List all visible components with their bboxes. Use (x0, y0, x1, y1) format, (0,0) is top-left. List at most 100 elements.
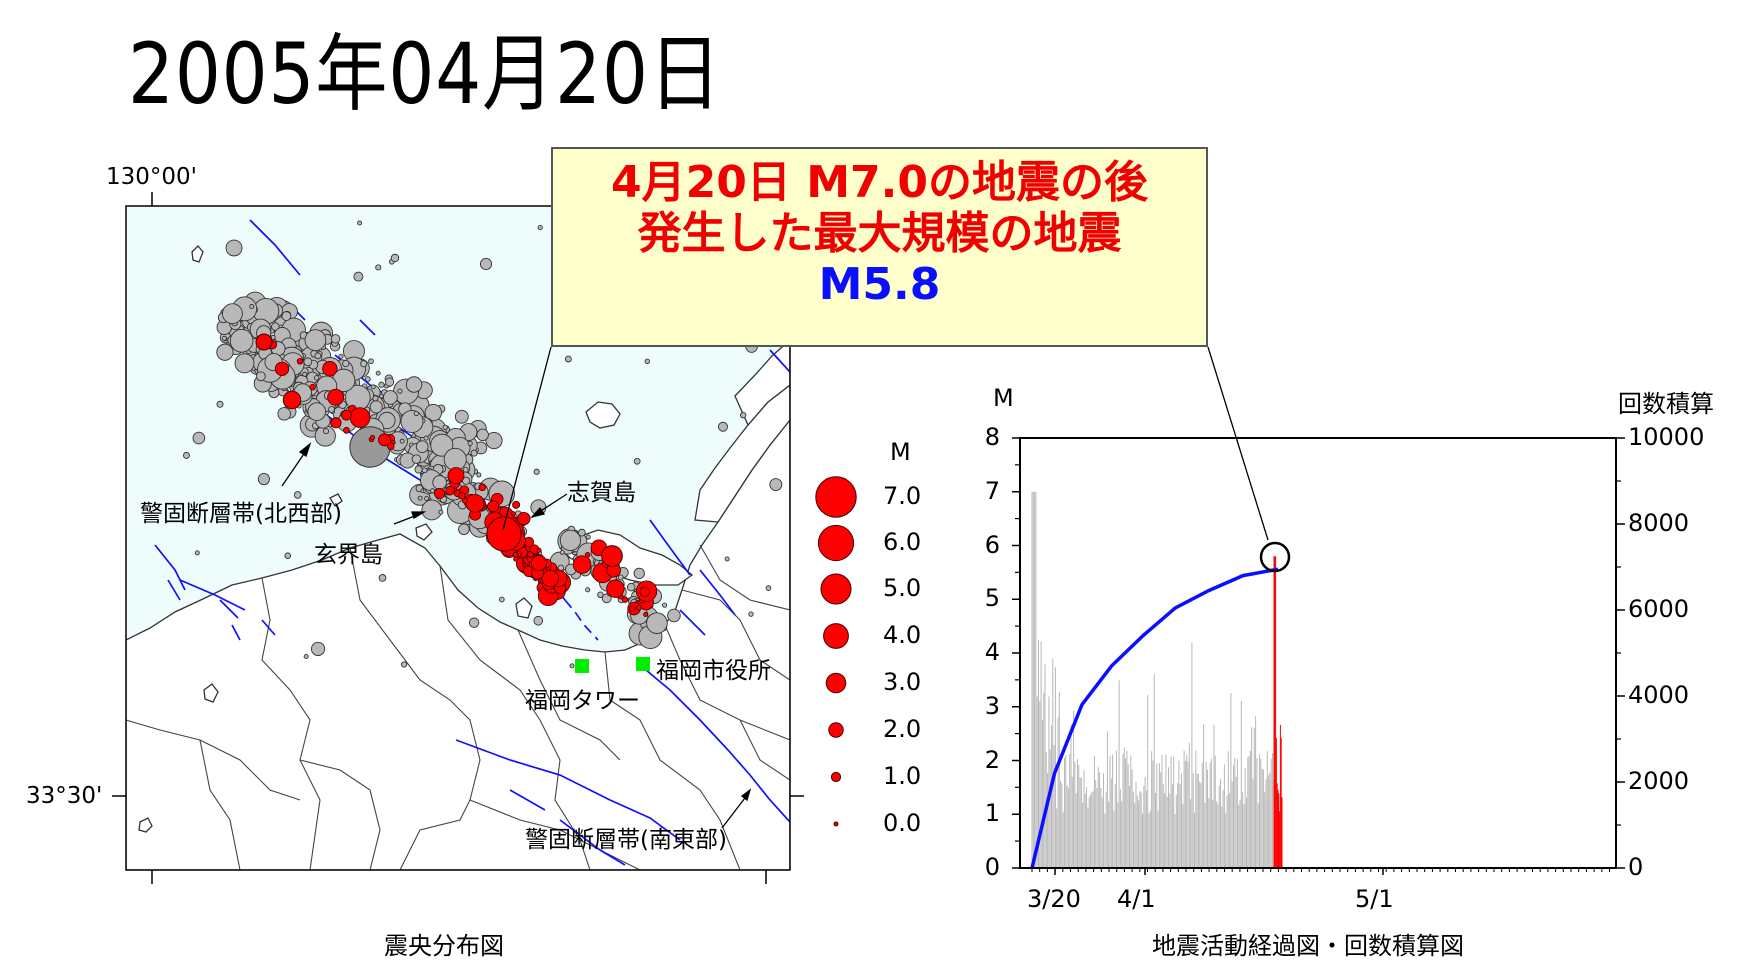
prior-epicenter (626, 582, 636, 592)
prior-epicenter (485, 431, 503, 450)
prior-epicenter (281, 311, 292, 322)
prior-epicenter (375, 370, 381, 376)
y-tick-label: 6 (984, 530, 1000, 559)
fault-nw-label: 警固断層帯(北西部) (140, 501, 342, 527)
new-epicenter (643, 612, 649, 617)
legend-circle (823, 623, 849, 649)
prior-epicenter (182, 451, 190, 459)
prior-epicenter (378, 574, 387, 582)
y2-tick-label: 2000 (1628, 767, 1690, 795)
new-epicenter (447, 467, 465, 484)
prior-epicenter (585, 587, 591, 593)
prior-epicenter (633, 457, 641, 465)
legend-label: 4.0 (883, 621, 922, 649)
longitude-label: 130°00' (106, 164, 197, 190)
prior-epicenter (533, 615, 544, 626)
legend-label: 5.0 (883, 574, 922, 602)
prior-epicenter (533, 468, 540, 475)
new-epicenter (541, 569, 560, 588)
prior-epicenter (304, 329, 327, 351)
prior-epicenter (585, 534, 591, 540)
y-tick-label: 1 (984, 799, 1000, 828)
prior-epicenter (462, 466, 469, 473)
prior-epicenter (225, 239, 243, 257)
new-epicenter (572, 555, 592, 574)
prior-epicenter (559, 549, 565, 555)
new-epicenter (458, 492, 466, 500)
prior-epicenter (357, 220, 363, 226)
cumulative-count-line (1030, 567, 1279, 869)
fukuoka-tower-marker (575, 659, 589, 673)
y-axis-label: M (993, 384, 1014, 412)
callout-box: 4月20日 M7.0の地震の後 発生した最大規模の地震 M5.8 (551, 147, 1208, 347)
prior-epicenter (400, 409, 424, 433)
shika-island-label: 志賀島 (567, 480, 636, 506)
prior-epicenter (221, 303, 243, 325)
prior-epicenter (368, 358, 374, 365)
prior-epicenter (323, 428, 330, 435)
prior-epicenter (569, 663, 575, 669)
new-epicenter (309, 383, 316, 391)
prior-epicenter (421, 499, 443, 521)
prior-epicenter (234, 353, 255, 374)
new-epicenter (513, 556, 519, 562)
legend-circle (825, 672, 847, 694)
callout-line1: 4月20日 M7.0の地震の後 (611, 157, 1148, 208)
prior-epicenter (293, 491, 302, 499)
epicenter-markers (182, 207, 783, 669)
page-title: 2005年04月20日 (128, 25, 722, 123)
prior-epicenter (564, 355, 572, 363)
prior-epicenter (277, 407, 291, 421)
new-epicenter (487, 500, 500, 513)
prior-epicenter (724, 556, 730, 562)
legend-circle (833, 821, 839, 827)
prior-epicenter (765, 585, 772, 591)
y2-tick-label: 8000 (1628, 509, 1690, 537)
new-epicenter (621, 596, 629, 603)
y-tick-label: 4 (984, 638, 1000, 666)
prior-epicenter (577, 528, 586, 537)
prior-epicenter (717, 421, 728, 432)
genkai-island-label: 玄界島 (314, 542, 383, 568)
new-epicenter (343, 426, 350, 434)
prior-epicenter (303, 653, 309, 659)
prior-epicenter (405, 376, 423, 393)
prior-epicenter (249, 304, 255, 310)
legend-label: 6.0 (883, 528, 922, 556)
prior-epicenter (384, 377, 395, 387)
prior-epicenter (378, 381, 385, 388)
prior-epicenter (399, 438, 405, 444)
prior-epicenter (617, 574, 624, 581)
prior-epicenter (192, 431, 206, 445)
prior-epicenter (424, 496, 430, 501)
prior-epicenter (633, 567, 645, 580)
legend-circle (815, 476, 857, 518)
prior-epicenter (479, 257, 493, 271)
prior-epicenter (430, 433, 454, 457)
legend-title: M (890, 438, 911, 466)
new-epicenter (465, 494, 485, 513)
new-epicenter (461, 497, 468, 504)
y-tick-label: 0 (984, 853, 1000, 881)
prior-epicenter (430, 488, 436, 494)
x-tick-label: 3/20 (1027, 885, 1081, 913)
prior-epicenter (415, 440, 429, 454)
legend-label: 3.0 (883, 668, 922, 696)
prior-epicenter (342, 359, 350, 368)
y-tick-label: 7 (984, 476, 1000, 505)
prior-epicenter (397, 388, 403, 394)
prior-epicenter (644, 358, 650, 365)
new-epicenter (601, 545, 623, 567)
new-epicenter (434, 488, 446, 499)
new-epicenter (274, 361, 290, 376)
prior-epicenter (375, 264, 382, 271)
prior-epicenter (442, 424, 448, 430)
prior-epicenter (470, 449, 478, 457)
callout-line2: 発生した最大規模の地震 (637, 208, 1122, 260)
prior-epicenter (328, 406, 335, 413)
prior-epicenter (313, 375, 320, 381)
prior-epicenter (383, 390, 398, 405)
prior-epicenter (364, 376, 371, 383)
new-epicenter (322, 361, 338, 377)
prior-epicenter (303, 357, 313, 367)
